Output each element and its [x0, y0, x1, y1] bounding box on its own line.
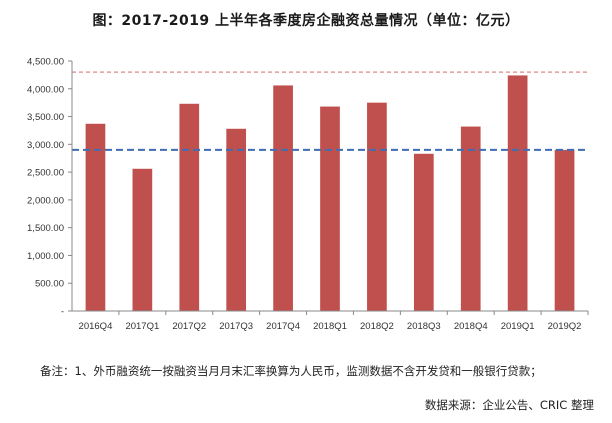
x-tick-label: 2019Q2 [548, 321, 582, 332]
bar-2017Q1 [132, 168, 153, 311]
bar-2017Q3 [226, 128, 247, 311]
data-source: 数据来源：企业公告、CRIC 整理 [424, 398, 594, 412]
x-tick-label: 2017Q4 [266, 321, 300, 332]
y-tick-label: 1,000.00 [27, 251, 64, 262]
y-tick-label: - [61, 307, 64, 318]
bar-2018Q3 [413, 153, 434, 311]
bars [85, 75, 575, 312]
x-tick-label: 2018Q4 [454, 321, 488, 332]
y-tick-label: 2,000.00 [27, 195, 64, 206]
bar-2016Q4 [85, 123, 106, 312]
bar-2019Q2 [554, 149, 575, 311]
bar-2018Q2 [367, 102, 387, 312]
x-tick-label: 2017Q1 [125, 321, 159, 332]
chart-title: 图：2017-2019 上半年各季度房企融资总量情况（单位：亿元） [92, 13, 520, 29]
bar-2018Q1 [320, 106, 340, 311]
y-axis-ticks: - 500.00 1,000.00 1,500.00 2,000.00 2,500.00 3… [27, 57, 72, 318]
y-tick-label: 3,000.00 [27, 140, 64, 151]
x-axis-ticks: 2016Q4 2017Q1 2017Q2 2017Q3 2017Q4 2018Q1 2018… [79, 311, 589, 332]
bar-2018Q4 [460, 126, 481, 311]
bar-2017Q2 [179, 103, 200, 312]
y-tick-label: 4,500.00 [27, 57, 64, 68]
y-tick-label: 4,000.00 [27, 84, 64, 95]
x-tick-label: 2019Q1 [501, 321, 535, 332]
footnote: 备注：1、外币融资统一按融资当月月末汇率换算为人民币，监测数据不含开发贷和一般银… [40, 364, 542, 378]
x-tick-label: 2018Q3 [407, 321, 441, 332]
x-tick-label: 2016Q4 [79, 321, 113, 332]
y-tick-label: 3,500.00 [27, 112, 64, 123]
y-tick-label: 500.00 [35, 279, 64, 290]
x-tick-label: 2018Q2 [360, 321, 394, 332]
x-tick-label: 2017Q2 [172, 321, 206, 332]
bar-chart: - 500.00 1,000.00 1,500.00 2,000.00 2,500.00 3… [27, 57, 589, 332]
reference-lines [72, 71, 588, 151]
y-tick-label: 1,500.00 [27, 223, 64, 234]
bar-2017Q4 [273, 85, 293, 311]
x-tick-label: 2017Q3 [219, 321, 253, 332]
bar-2019Q1 [507, 75, 528, 311]
x-tick-label: 2018Q1 [313, 321, 347, 332]
y-tick-label: 2,500.00 [27, 168, 64, 179]
